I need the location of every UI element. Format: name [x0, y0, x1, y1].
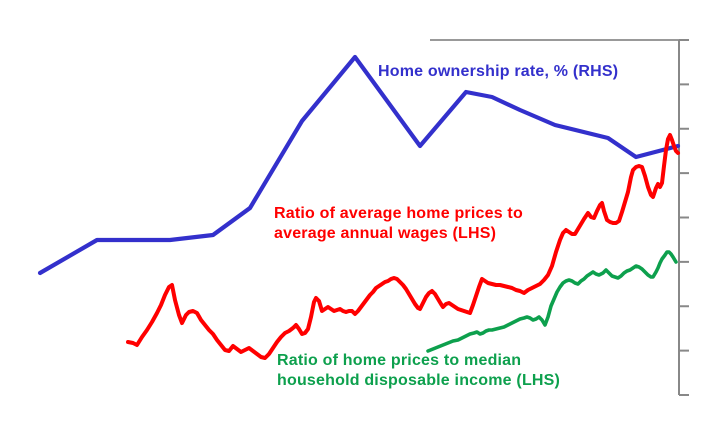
green-series-label-line1: Ratio of home prices to median	[277, 352, 521, 369]
red-series-label-line2: average annual wages (LHS)	[274, 225, 496, 242]
price-to-income-line	[426, 250, 678, 353]
series-lines	[37, 54, 681, 360]
series-annotations: Home ownership rate, % (RHS) Ratio of av…	[274, 63, 618, 389]
red-series-label-line1: Ratio of average home prices to	[274, 205, 523, 222]
blue-series-label: Home ownership rate, % (RHS)	[378, 63, 618, 80]
home-ownership-rate-line	[37, 54, 681, 276]
green-series-label-line2: household disposable income (LHS)	[277, 372, 560, 389]
right-axis	[430, 39, 689, 396]
price-to-wages-line	[126, 133, 680, 360]
